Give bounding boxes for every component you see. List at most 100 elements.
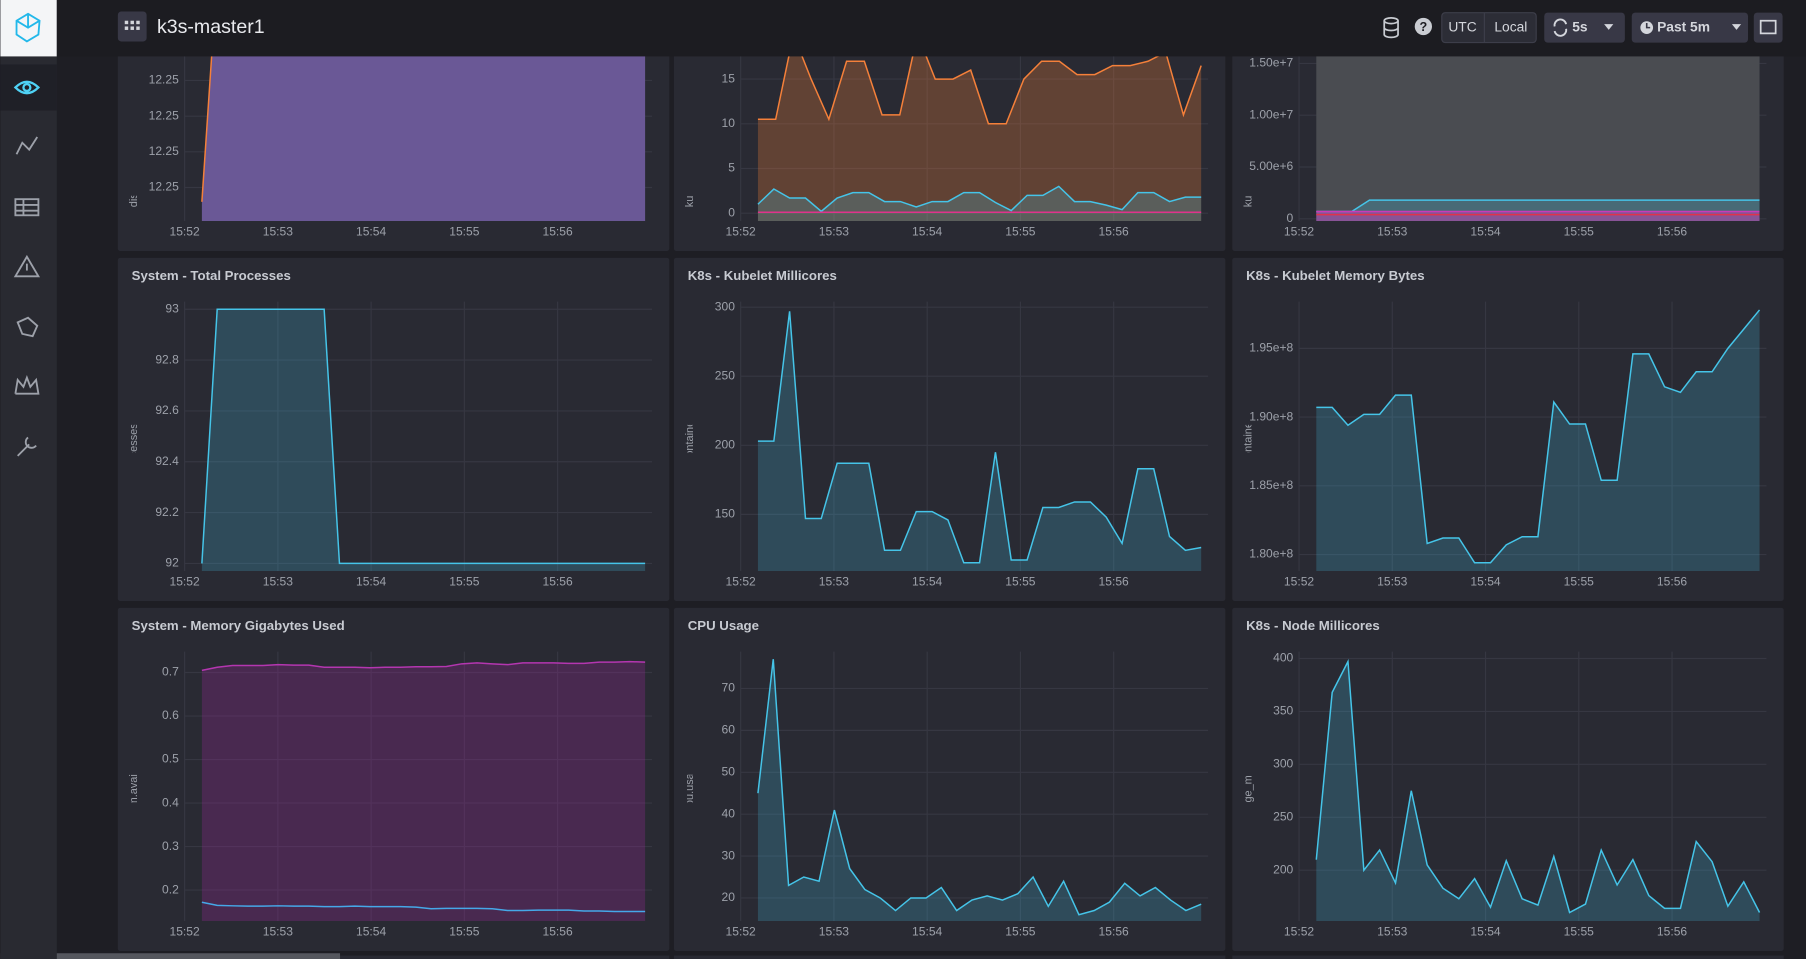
x-tick-label: 15:54	[1470, 925, 1501, 939]
timezone-local[interactable]: Local	[1494, 18, 1527, 34]
panel-background	[673, 955, 1226, 959]
x-tick-label: 15:56	[543, 925, 574, 939]
database-icon[interactable]	[1383, 16, 1399, 39]
y-tick-label: 20	[721, 890, 735, 904]
series-line	[757, 31, 1202, 125]
panel-background	[1232, 607, 1784, 951]
y-tick-label: 12.25	[149, 144, 180, 158]
refresh-icon	[1553, 18, 1568, 37]
panel: K8s - Kubelet Memory Bytes 1.80e+8 1.85e+8…	[1232, 257, 1784, 601]
y-tick-label: 300	[715, 299, 735, 313]
x-tick-label: 15:55	[1564, 575, 1595, 589]
series-line	[1316, 199, 1760, 213]
series-area	[201, 309, 646, 572]
sidebar	[0, 0, 57, 959]
x-tick-label: 15:56	[543, 575, 574, 589]
y-tick-label: 93	[165, 301, 179, 315]
y-tick-label: 12.25	[149, 180, 180, 194]
panel-title: CPU Usage	[688, 618, 759, 633]
y-axis-label: mem.available	[128, 751, 140, 821]
x-tick-label: 15:53	[263, 575, 294, 589]
x-tick-label: 15:55	[449, 575, 480, 589]
timezone-toggle[interactable]	[1441, 12, 1537, 44]
y-tick-label: 250	[1273, 809, 1293, 823]
panel: CPU Usage 20 30 40 50 60 70 15:52 15:53 15:54 15:5…	[673, 607, 1226, 951]
series-area	[757, 34, 1202, 222]
series-area	[757, 311, 1202, 572]
help-icon[interactable]	[1414, 17, 1433, 36]
nav-active	[0, 64, 57, 111]
y-tick-label: 50	[721, 764, 735, 778]
y-tick-label: 0.4	[162, 795, 179, 809]
x-tick-label: 15:54	[1470, 575, 1501, 589]
caret	[1731, 24, 1742, 30]
panel-background	[1232, 955, 1784, 959]
panel-background	[1232, 257, 1784, 601]
y-tick-label: 0.5	[162, 752, 179, 766]
series-line	[1316, 309, 1761, 564]
x-tick-label: 15:52	[169, 925, 200, 939]
y-tick-label: 0.7	[162, 665, 179, 679]
x-tick-label: 15:56	[1099, 225, 1130, 239]
y-tick-label: 0	[1287, 211, 1294, 225]
x-tick-label: 15:54	[912, 575, 943, 589]
y-tick-label: 12.25	[149, 73, 180, 87]
x-tick-label: 15:54	[1470, 225, 1501, 239]
x-tick-label: 15:55	[1005, 575, 1036, 589]
y-tick-label: 200	[1273, 862, 1293, 876]
y-tick-label: 0.6	[162, 708, 179, 722]
nav-icons[interactable]	[13, 136, 41, 457]
panel-title: System - Total Processes	[132, 268, 291, 283]
time-range[interactable]: Past 5m	[1657, 18, 1710, 34]
y-axis-label: kubernetes_pod_container.memory_u	[1242, 24, 1254, 207]
panel: System - Memory Gigabytes Used 0.2 0.3 0.4 0…	[117, 607, 670, 951]
y-axis-label: kubernetes_system_container.cpu_usage_mi…	[684, 309, 696, 563]
series-area	[1316, 32, 1760, 222]
fullscreen-icon	[1759, 19, 1777, 35]
panel: 0 5.00e+6 1.00e+7 1.50e+7 15:52 15:53 15:54 15:…	[1232, 0, 1784, 251]
y-tick-label: 350	[1273, 704, 1293, 718]
x-tick-label: 15:55	[449, 925, 480, 939]
fullscreen-button[interactable]	[1753, 12, 1783, 43]
y-axis-label: kubernetes_node.cpu_usage_millicores{nod…	[1242, 641, 1254, 931]
y-tick-label: 12.25	[149, 108, 180, 122]
y-tick-label: 400	[1273, 651, 1293, 665]
series-line	[201, 901, 646, 913]
x-tick-label: 15:53	[819, 575, 850, 589]
x-tick-label: 15:56	[1657, 925, 1688, 939]
refresh-interval[interactable]: 5s	[1572, 18, 1588, 34]
x-tick-label: 15:52	[726, 575, 757, 589]
x-tick-label: 15:54	[912, 225, 943, 239]
y-tick-label: 0.3	[162, 839, 179, 853]
series-line	[201, 308, 646, 565]
y-tick-label: 1.80e+8	[1249, 547, 1293, 561]
y-tick-label: 92.2	[155, 505, 179, 519]
x-tick-label: 15:52	[169, 575, 200, 589]
panel-title: System - Memory Gigabytes Used	[132, 618, 345, 633]
x-tick-label: 15:56	[1657, 225, 1688, 239]
x-tick-label: 15:53	[263, 225, 294, 239]
x-tick-label: 15:53	[819, 225, 850, 239]
y-axis-label: processes.total	[128, 400, 140, 473]
panel-background	[673, 257, 1226, 601]
series-line	[1315, 658, 1761, 914]
nav-eye[interactable]	[13, 80, 41, 95]
caret	[1604, 24, 1614, 30]
timezone-utc[interactable]: UTC	[1448, 18, 1476, 34]
x-tick-label: 15:54	[912, 925, 943, 939]
y-axis-label: kubernetes_pod_container.cpu_usag	[684, 28, 696, 207]
time-range-button[interactable]	[1631, 12, 1749, 43]
dashboard-title: k3s-master1	[157, 16, 265, 38]
panel-title: K8s - Kubelet Millicores	[688, 268, 837, 283]
x-tick-label: 15:53	[1377, 575, 1408, 589]
series-line	[201, 660, 646, 672]
panel-background	[117, 955, 670, 959]
y-tick-label: 92.6	[155, 403, 179, 417]
y-tick-label: 92	[165, 556, 179, 570]
x-tick-label: 15:52	[726, 925, 757, 939]
series-line	[757, 311, 1202, 564]
y-axis-label: cpu.usage	[684, 761, 696, 811]
x-tick-label: 15:53	[819, 925, 850, 939]
y-tick-label: 10	[721, 116, 735, 130]
x-tick-label: 15:54	[356, 925, 387, 939]
